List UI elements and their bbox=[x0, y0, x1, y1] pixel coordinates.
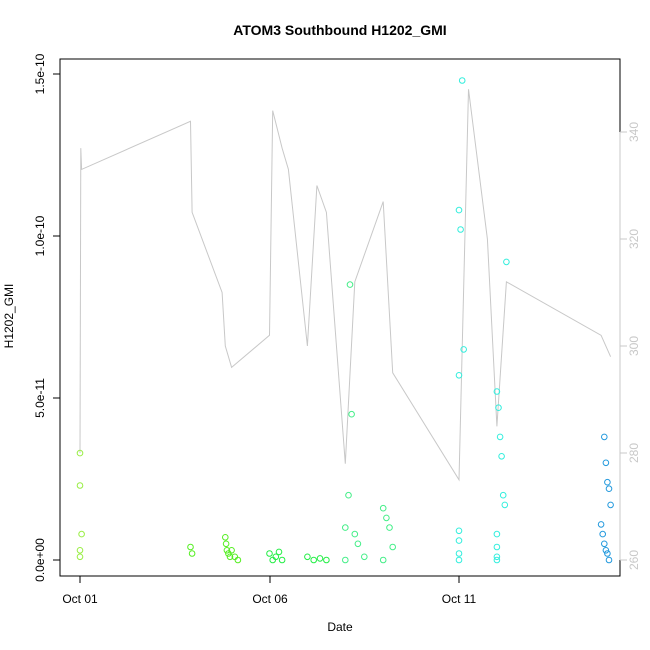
data-point bbox=[234, 556, 242, 564]
data-point bbox=[386, 524, 393, 531]
data-point bbox=[269, 556, 277, 564]
data-point bbox=[76, 547, 84, 554]
data-point bbox=[342, 556, 349, 564]
data-point bbox=[597, 521, 605, 528]
data-point bbox=[323, 556, 330, 564]
data-point bbox=[493, 556, 501, 564]
chart-title: ATOM3 Southbound H1202_GMI bbox=[233, 22, 446, 38]
y-tick-label: 5.0e-11 bbox=[33, 378, 47, 418]
data-point bbox=[188, 550, 196, 557]
data-point bbox=[76, 449, 84, 457]
data-point bbox=[604, 478, 611, 486]
data-point bbox=[607, 501, 614, 509]
data-point bbox=[76, 482, 84, 489]
data-point bbox=[379, 504, 387, 512]
data-point bbox=[222, 540, 230, 548]
data-point bbox=[455, 550, 463, 557]
data-point bbox=[503, 258, 510, 266]
data-point bbox=[493, 553, 501, 561]
data-point bbox=[498, 453, 505, 460]
data-point bbox=[272, 553, 280, 561]
data-point bbox=[493, 530, 501, 538]
data-point bbox=[455, 556, 463, 564]
secondary-trace-line bbox=[79, 89, 612, 482]
data-point bbox=[455, 206, 463, 214]
data-point bbox=[602, 547, 610, 554]
points-layer bbox=[76, 77, 614, 564]
data-point bbox=[226, 553, 234, 561]
x-tick-label: Oct 06 bbox=[252, 592, 288, 606]
data-point bbox=[278, 556, 286, 564]
y2-tick-label: 260 bbox=[627, 550, 641, 570]
data-point bbox=[383, 514, 390, 522]
x-tick-label: Oct 01 bbox=[62, 592, 98, 606]
data-point bbox=[354, 540, 362, 548]
y2-tick-label: 340 bbox=[627, 122, 641, 142]
data-point bbox=[275, 548, 283, 556]
data-point bbox=[601, 433, 608, 441]
data-point bbox=[602, 459, 610, 467]
y-axis-label: H1202_GMI bbox=[2, 284, 16, 349]
data-point bbox=[304, 553, 311, 561]
data-point bbox=[316, 555, 324, 562]
y-tick-label: 1.0e-10 bbox=[33, 215, 47, 256]
data-point bbox=[351, 530, 359, 538]
data-point bbox=[455, 537, 463, 544]
data-point bbox=[346, 281, 354, 288]
data-point bbox=[342, 524, 349, 531]
data-point bbox=[501, 501, 509, 509]
data-point bbox=[605, 556, 613, 564]
data-point bbox=[389, 543, 397, 551]
data-point bbox=[496, 433, 504, 441]
data-point bbox=[493, 543, 501, 551]
data-point bbox=[223, 547, 231, 554]
plot-frame bbox=[59, 58, 621, 577]
data-point bbox=[455, 527, 463, 535]
data-point bbox=[345, 491, 352, 499]
data-point bbox=[310, 556, 318, 564]
y2-tick-label: 280 bbox=[627, 443, 641, 463]
y-tick-label: 0.0e+00 bbox=[33, 538, 47, 582]
axes-layer: Oct 01 Oct 06 Oct 11 0.0e+00 5.0e-11 1.0e-10 1… bbox=[33, 53, 641, 606]
data-point bbox=[599, 530, 607, 538]
secondary-trace-layer bbox=[79, 89, 612, 482]
data-point bbox=[228, 547, 235, 554]
data-point bbox=[379, 556, 387, 564]
data-point bbox=[499, 491, 507, 499]
y-tick-label: 1.5e-10 bbox=[33, 53, 47, 94]
data-point bbox=[604, 550, 611, 557]
data-point bbox=[266, 550, 273, 557]
data-point bbox=[222, 534, 229, 541]
x-axis-label: Date bbox=[327, 620, 353, 634]
data-point bbox=[455, 372, 463, 379]
y2-tick-label: 320 bbox=[627, 229, 641, 249]
data-point bbox=[76, 553, 84, 561]
data-point bbox=[605, 485, 613, 493]
data-point bbox=[361, 553, 368, 561]
data-point bbox=[457, 226, 464, 233]
data-point bbox=[458, 77, 466, 84]
x-tick-label: Oct 11 bbox=[442, 592, 477, 606]
data-point bbox=[601, 540, 608, 548]
data-point bbox=[187, 543, 194, 551]
data-point bbox=[460, 346, 468, 353]
data-point bbox=[495, 404, 502, 412]
y2-tick-label: 300 bbox=[627, 336, 641, 356]
data-point bbox=[493, 388, 501, 395]
data-point bbox=[78, 530, 85, 538]
data-point bbox=[348, 410, 355, 418]
